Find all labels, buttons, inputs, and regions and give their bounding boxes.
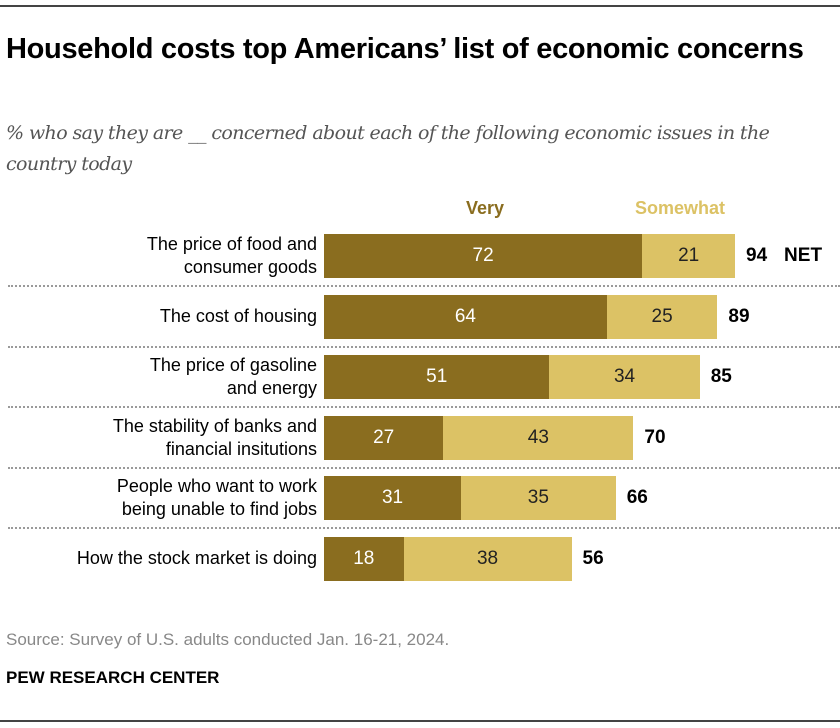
bar-somewhat xyxy=(606,294,718,339)
category-label-line: People who want to work xyxy=(116,476,317,496)
legend-somewhat: Somewhat xyxy=(635,198,726,218)
bar-somewhat xyxy=(403,536,572,581)
category-label: How the stock market is doing xyxy=(77,547,317,570)
row-separator xyxy=(8,345,840,348)
value-label-very: 27 xyxy=(373,426,395,448)
row-separator xyxy=(8,406,840,408)
value-label-somewhat: 38 xyxy=(476,547,499,569)
category-label-line: and energy xyxy=(226,378,317,398)
bar-very xyxy=(324,355,550,399)
value-label-somewhat: 34 xyxy=(613,366,636,387)
bar-very xyxy=(324,415,444,460)
brand-logo: PEW RESEARCH CENTER xyxy=(6,668,220,687)
row-separator xyxy=(8,285,840,287)
bar-very xyxy=(324,294,607,339)
category-label-line: being unable to find jobs xyxy=(121,499,317,519)
bar-somewhat xyxy=(642,234,736,278)
value-label-somewhat: 35 xyxy=(527,487,549,508)
bar-somewhat xyxy=(549,355,700,399)
net-value: 89 xyxy=(728,305,750,327)
value-label-somewhat: 21 xyxy=(678,245,700,266)
category-label-line: consumer goods xyxy=(183,257,317,277)
value-label-somewhat: 25 xyxy=(651,305,673,327)
chart-title: Household costs top Americans’ list of e… xyxy=(6,33,804,65)
row-separator xyxy=(8,527,840,529)
category-label-line: The price of food and xyxy=(146,234,317,254)
source-note: Source: Survey of U.S. adults conducted … xyxy=(6,630,450,649)
net-value: 56 xyxy=(582,547,604,569)
value-label-very: 18 xyxy=(353,547,375,569)
bar-very xyxy=(324,536,404,581)
value-label-very: 64 xyxy=(454,305,476,327)
value-label-very: 72 xyxy=(472,245,494,266)
category-label-line: The cost of housing xyxy=(159,306,317,326)
net-value: 70 xyxy=(644,426,666,448)
bottom-rule xyxy=(0,720,840,722)
net-value: 66 xyxy=(626,487,648,508)
net-value: 85 xyxy=(710,366,732,387)
legend-very: Very xyxy=(466,198,505,218)
category-label-line: financial insitutions xyxy=(165,438,317,459)
bar-very xyxy=(324,476,462,520)
value-label-somewhat: 43 xyxy=(527,426,549,448)
category-label: The price of food and consumer goods xyxy=(147,233,317,279)
category-label-line: The price of gasoline xyxy=(149,355,317,375)
top-rule xyxy=(0,5,840,7)
value-label-very: 31 xyxy=(381,487,404,508)
bar-somewhat xyxy=(443,415,634,460)
value-label-very: 51 xyxy=(426,366,448,387)
bar-very xyxy=(324,234,643,278)
category-label-line: How the stock market is doing xyxy=(76,548,317,568)
category-label: People who want to work being unable to f… xyxy=(117,475,317,521)
net-label: NET xyxy=(784,245,823,266)
category-label-line: The stability of banks and xyxy=(112,415,317,436)
category-label: The stability of banks and financial insi… xyxy=(113,415,317,461)
net-value: 94 xyxy=(746,245,768,266)
bar-somewhat xyxy=(461,476,616,520)
category-label: The cost of housing xyxy=(160,305,317,328)
chart-subtitle: % who say they are __ concerned about ea… xyxy=(6,122,770,175)
row-separator xyxy=(8,466,840,469)
category-label: The price of gasoline and energy xyxy=(150,354,317,400)
